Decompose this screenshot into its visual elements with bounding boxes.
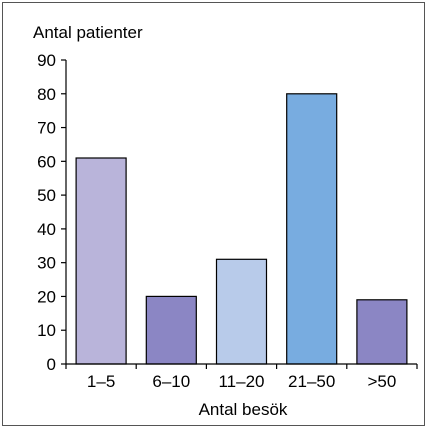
y-tick-label: 50: [37, 186, 56, 205]
bar: [145, 295, 197, 365]
y-axis-title: Antal patienter: [33, 23, 143, 42]
x-tick-label: 1–5: [87, 372, 115, 391]
y-tick-label: 70: [37, 119, 56, 138]
bar: [75, 157, 127, 365]
y-tick-label: 80: [37, 85, 56, 104]
y-tick-label: 20: [37, 287, 56, 306]
bar: [215, 258, 268, 365]
y-tick-label: 0: [47, 355, 56, 374]
y-tick-label: 60: [37, 152, 56, 171]
bar: [356, 299, 408, 365]
y-tick-label: 10: [37, 321, 56, 340]
x-axis-title: Antal besök: [199, 400, 288, 419]
x-tick-label: 6–10: [152, 372, 190, 391]
x-tick-label: 11–20: [218, 372, 264, 391]
x-tick-label: >50: [367, 372, 396, 391]
y-tick-label: 30: [37, 254, 56, 273]
y-tick-label: 90: [37, 51, 56, 70]
x-tick-label: 21–50: [288, 372, 335, 391]
y-tick-label: 40: [37, 220, 56, 239]
bar: [286, 93, 338, 365]
